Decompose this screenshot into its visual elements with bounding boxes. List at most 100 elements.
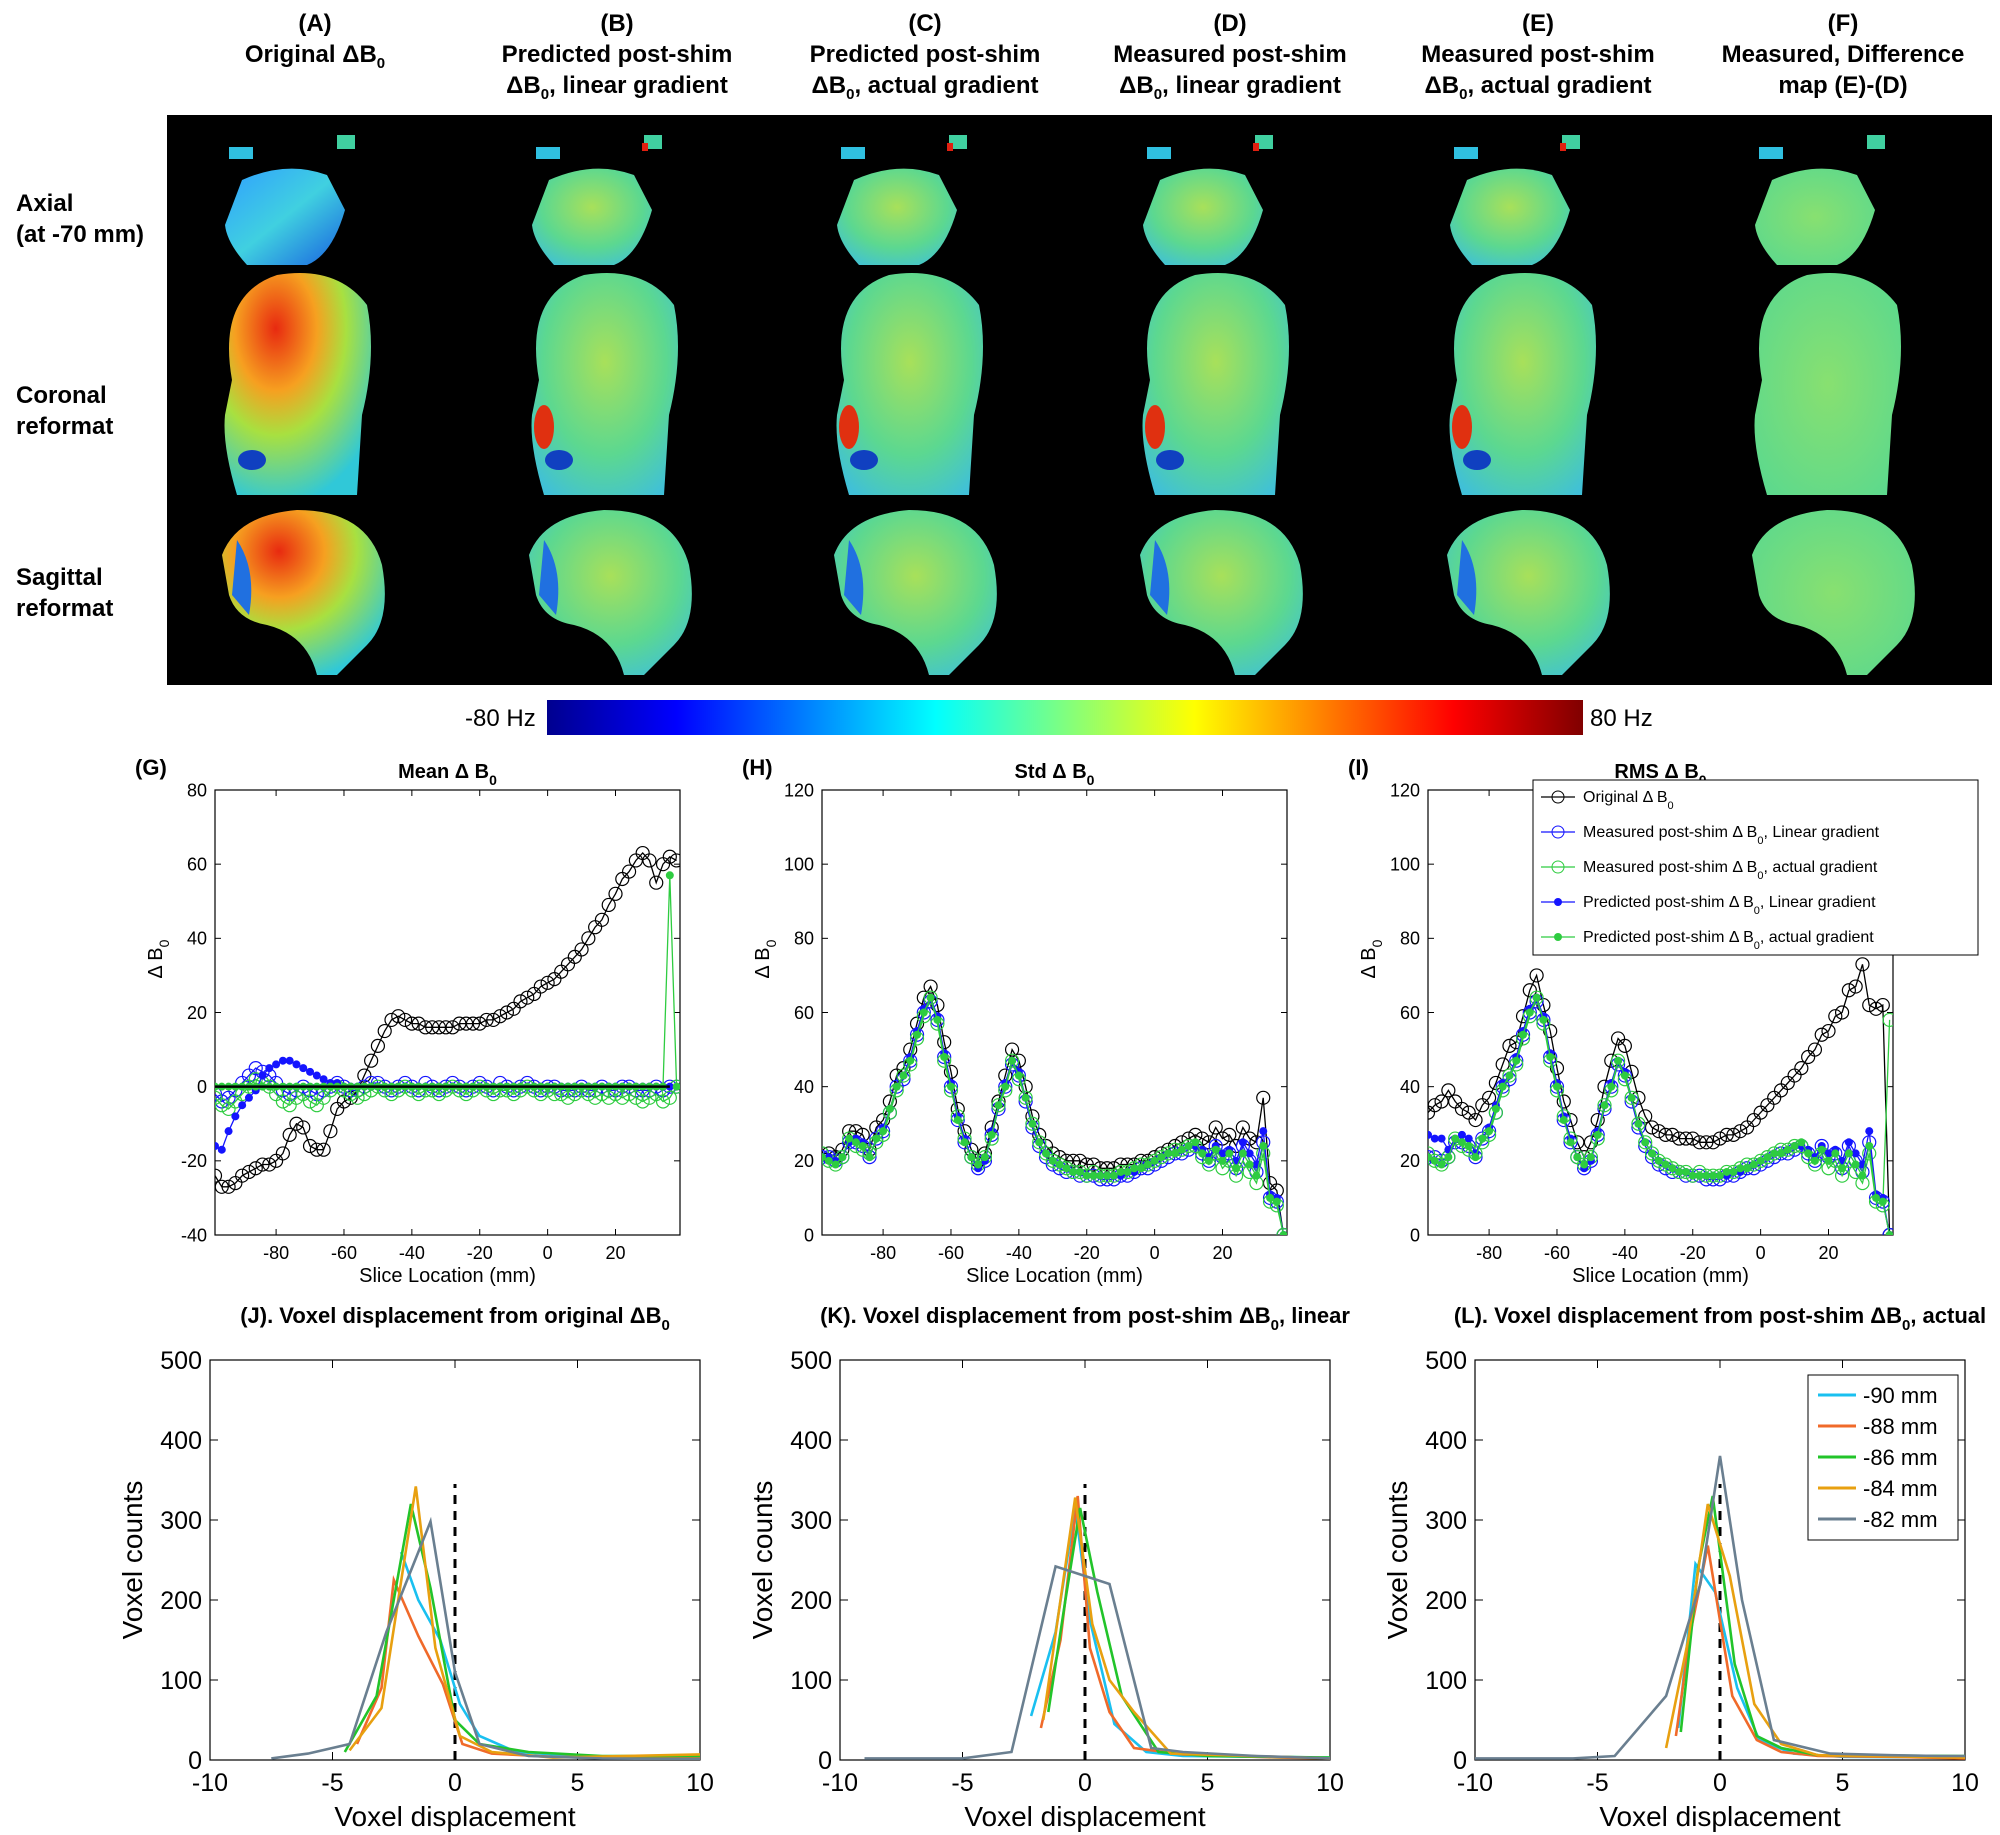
data-point	[367, 1082, 376, 1091]
data-point	[567, 949, 582, 964]
data-point	[940, 1053, 949, 1061]
data-point	[1161, 1142, 1176, 1157]
data-point	[1021, 1093, 1030, 1102]
data-point	[468, 1082, 477, 1091]
data-point	[865, 1153, 874, 1162]
data-point	[848, 1124, 864, 1139]
data-point	[1454, 1138, 1470, 1154]
data-point	[906, 1053, 915, 1061]
data-point	[957, 1131, 972, 1146]
series-line	[1428, 964, 1891, 1235]
data-point	[618, 1082, 627, 1091]
data-point	[882, 1105, 897, 1120]
data-point	[892, 1082, 901, 1091]
data-point	[241, 1079, 257, 1094]
data-point	[1685, 1168, 1700, 1183]
y-tick-label: 80	[187, 780, 207, 800]
data-point	[1491, 1101, 1500, 1110]
data-point	[1668, 1164, 1677, 1173]
series-line	[1674, 1545, 1965, 1760]
data-point	[1018, 1090, 1033, 1105]
data-point	[1468, 1146, 1483, 1161]
data-point	[215, 1168, 223, 1183]
data-point	[865, 1153, 874, 1162]
data-point	[1018, 1094, 1033, 1109]
data-point	[1563, 1131, 1578, 1146]
data-point	[896, 1072, 911, 1087]
data-point	[1654, 1156, 1663, 1165]
data-point	[513, 1083, 528, 1098]
data-point	[1600, 1101, 1609, 1110]
data-point	[360, 1082, 369, 1091]
data-point	[1841, 983, 1856, 998]
data-point	[231, 1112, 240, 1121]
data-point	[364, 1053, 379, 1068]
data-point	[994, 1101, 1003, 1110]
data-point	[1444, 1153, 1453, 1162]
data-point	[875, 1124, 891, 1139]
data-point	[1072, 1153, 1088, 1168]
data-point	[1780, 1075, 1795, 1091]
data-point	[1100, 1161, 1115, 1176]
data-point	[1045, 1153, 1060, 1168]
data-point	[1204, 1156, 1213, 1165]
data-point	[438, 1020, 453, 1035]
data-point	[1536, 1016, 1551, 1031]
data-point	[401, 1082, 410, 1091]
data-point	[1184, 1142, 1193, 1150]
data-point	[1797, 1138, 1806, 1147]
data-point	[506, 1001, 521, 1016]
data-point	[1150, 1156, 1159, 1165]
legend-label: -82 mm	[1863, 1507, 1938, 1532]
y-tick-label: 0	[197, 1077, 207, 1097]
data-point	[645, 1082, 654, 1091]
data-point	[577, 1082, 586, 1091]
data-point	[1790, 1142, 1799, 1150]
data-point	[333, 1078, 342, 1087]
data-point	[1763, 1153, 1772, 1162]
data-point	[1069, 1167, 1078, 1176]
data-point	[543, 1082, 552, 1091]
series-line	[1039, 1495, 1330, 1760]
y-tick-label: 100	[1390, 854, 1420, 874]
coronal-slice	[1142, 273, 1289, 495]
data-point	[1787, 1068, 1802, 1083]
data-point	[601, 897, 616, 913]
data-point	[655, 1083, 671, 1098]
data-point	[1485, 1123, 1494, 1132]
data-point	[669, 1079, 680, 1094]
y-tick-label: -20	[181, 1151, 207, 1171]
data-point	[554, 1086, 569, 1102]
data-point	[1201, 1153, 1217, 1168]
data-point	[1448, 1135, 1463, 1150]
data-point	[1882, 1227, 1893, 1235]
data-point	[465, 1083, 481, 1098]
y-tick-label: -40	[181, 1225, 207, 1245]
data-point	[1773, 1146, 1789, 1161]
data-point	[594, 1086, 610, 1102]
data-point	[520, 990, 535, 1005]
data-point	[1252, 1171, 1261, 1180]
data-point	[560, 957, 576, 972]
x-axis-label: Voxel displacement	[964, 1801, 1205, 1832]
series-line	[1677, 1560, 1965, 1759]
data-point	[848, 1135, 864, 1150]
sagittal-slice	[1140, 510, 1303, 675]
data-point	[520, 1075, 535, 1091]
data-point	[1103, 1171, 1112, 1180]
data-point	[1481, 1090, 1497, 1105]
x-tick-label: 10	[686, 1769, 714, 1797]
data-point	[1715, 1171, 1724, 1180]
legend-marker	[1554, 933, 1562, 941]
data-point	[384, 1012, 399, 1028]
data-point	[1106, 1172, 1121, 1187]
data-point	[224, 1127, 233, 1136]
data-point	[1211, 1145, 1220, 1154]
data-point	[523, 1082, 532, 1091]
data-point	[391, 1083, 406, 1098]
data-point	[1011, 1072, 1026, 1087]
data-point	[913, 1030, 922, 1039]
series-line	[1428, 995, 1891, 1207]
y-tick-label: 100	[160, 1667, 202, 1695]
